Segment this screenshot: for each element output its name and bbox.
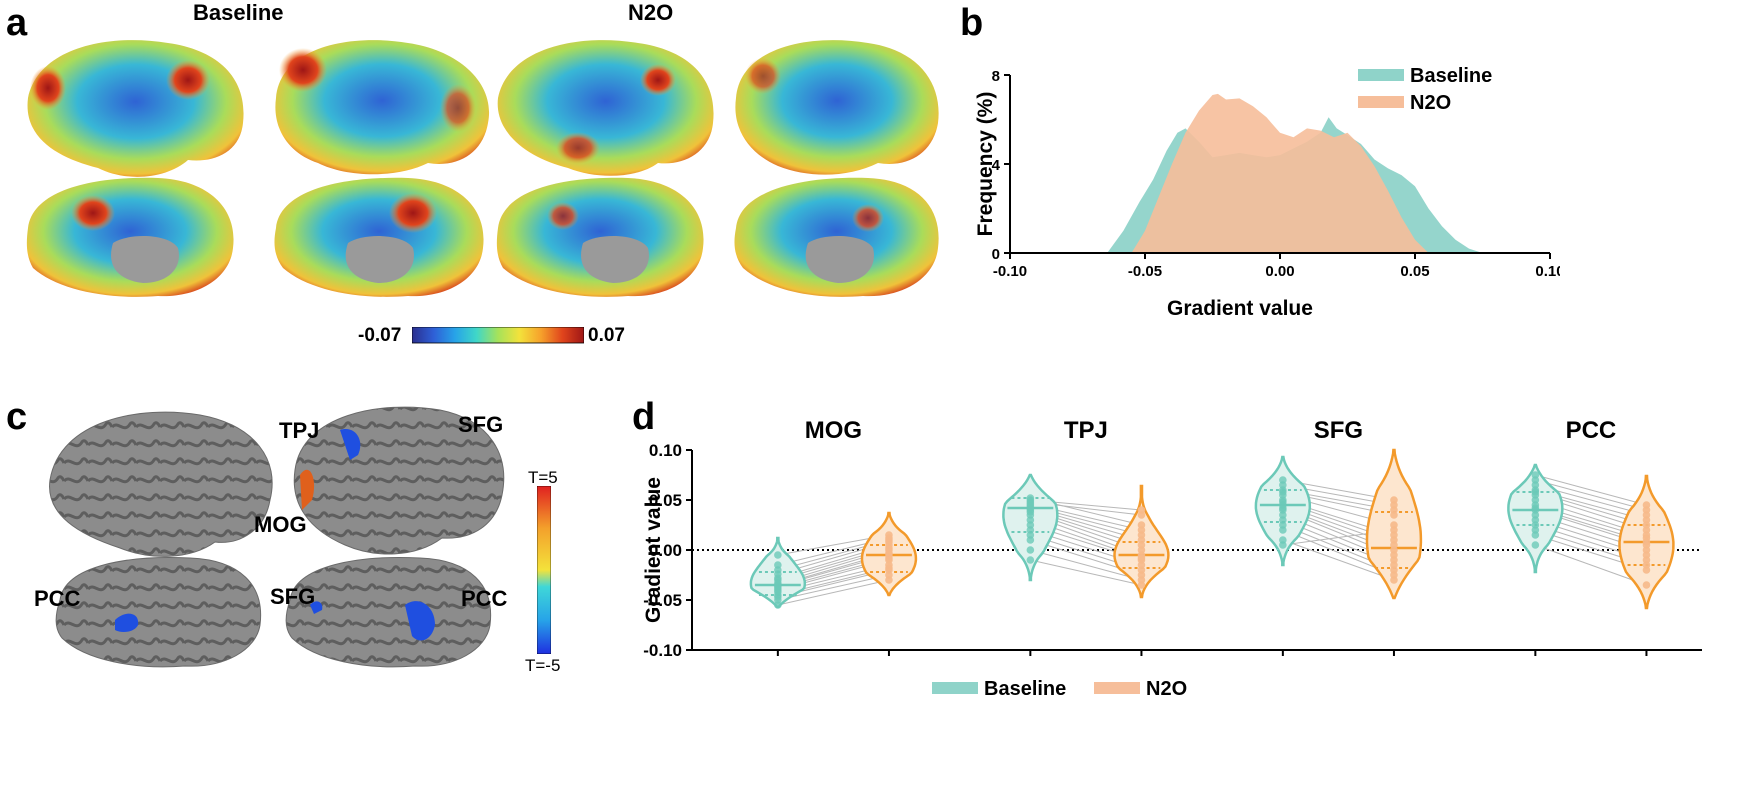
panel-label-d: d [632,396,656,438]
tpj-baseline-point [1026,556,1035,564]
chart-b: -0.10 -0.05 0.00 0.05 0.10 0 4 8 Gradient value F… [974,65,1560,320]
pair-line-sfg [1282,539,1395,581]
legend-swatch-baseline [1358,69,1404,81]
sfg-cluster-right [310,601,323,614]
lateral-brain-3 [497,40,714,176]
category-title-mog: MOG [805,417,862,444]
lateral-brain-4 [735,40,939,175]
x-tick-label: 0.05 [1400,263,1429,280]
tpj-n2o-point [1137,581,1146,589]
panel-label-c: c [6,396,28,438]
pair-line-pcc [1535,479,1647,511]
colorbar-c-min-label: T=-5 [525,656,561,675]
tpj-n2o-point [1137,511,1146,519]
medial-surface-left [55,557,262,668]
medial-brain-3 [496,177,704,297]
panel-label-b: b [960,2,984,44]
category-title-tpj: TPJ [1064,417,1108,444]
pair-line-pcc [1535,474,1647,506]
sfg-n2o-point [1390,526,1398,534]
panel-a-title-n2o: N2O [628,0,674,25]
y-tick-label: 0.05 [649,491,682,510]
y-axis-title: Frequency (%) [974,92,997,237]
pair-line-pcc [1535,544,1647,586]
tpj-baseline-point [1026,494,1035,502]
colorbar-a-max-label: 0.07 [588,325,625,346]
region-label-pcc-right: PCC [461,586,508,611]
y-tick-label: 0.10 [649,441,682,460]
panel-label-a: a [6,2,28,44]
mog-baseline-point [774,561,782,569]
pcc-n2o-point [1642,566,1651,574]
lateral-brain-1 [27,40,244,177]
legend-swatch-n2o [1358,96,1404,108]
region-label-sfg-medial: SFG [270,584,316,609]
x-tick-label: -0.10 [993,263,1027,280]
colorbar-a [412,327,584,344]
pcc-cluster-right [405,601,435,641]
colorbar-c-max-label: T=5 [528,468,558,487]
medial-brain-1 [26,177,234,297]
y-tick-label: 0 [992,246,1000,263]
pcc-baseline-point [1531,531,1540,539]
colorbar-a-min-label: -0.07 [358,325,402,346]
region-label-mog: MOG [254,512,307,537]
density-area-n2o [1131,93,1429,254]
lateral-brain-2 [275,40,490,175]
region-label-pcc-left: PCC [34,586,81,611]
y-tick-label: 8 [992,68,1000,85]
y-axis-title: Gradient value [642,477,665,623]
mog-n2o-point [885,531,893,539]
x-tick-label: 0.00 [1265,263,1294,280]
pcc-baseline-point [1531,541,1540,549]
pcc-cluster-left [115,613,139,633]
y-tick-label: 0.00 [649,541,682,560]
legend-swatch-baseline [932,682,978,694]
pcc-n2o-point [1642,581,1651,589]
legend-swatch-n2o [1094,682,1140,694]
x-tick-label: 0.10 [1535,263,1560,280]
category-title-pcc: PCC [1566,417,1617,444]
x-axis-title: Gradient value [1167,297,1313,320]
pair-line-tpj [1030,559,1142,586]
panel-a-brain-maps [26,40,939,297]
legend-label-n2o: N2O [1410,92,1451,114]
y-tick-label: 4 [992,157,1001,174]
medial-surface-right [285,557,492,668]
y-tick-label: -0.10 [643,641,682,660]
region-label-tpj: TPJ [279,418,320,443]
mog-cluster [300,469,315,510]
y-tick-label: -0.05 [643,591,682,610]
legend-label-n2o: N2O [1146,678,1187,700]
tpj-baseline-point [1026,546,1035,554]
lateral-surface-left [49,411,273,557]
pair-line-mog [777,579,890,606]
panel-a-title-baseline: Baseline [193,0,284,25]
sfg-baseline-point [1279,526,1287,534]
legend-label-baseline: Baseline [1410,65,1492,87]
panel-c-brain-surfaces [49,406,505,668]
tpj-cluster [340,429,361,460]
tpj-baseline-point [1026,536,1035,544]
chart-d: MOG TPJ SFG PCC 0.10 0.05 0.00 -0.05 -0.10 Gradie… [642,417,1702,700]
mog-baseline-point [774,551,782,559]
x-tick-label: -0.05 [1128,263,1162,280]
pair-line-tpj [1030,549,1142,581]
medial-brain-4 [734,177,939,297]
sfg-n2o-point [1390,576,1398,584]
sfg-baseline-point [1279,541,1287,549]
legend-label-baseline: Baseline [984,678,1066,700]
colorbar-c [537,486,551,654]
sfg-n2o-point [1390,511,1398,519]
category-title-sfg: SFG [1314,417,1363,444]
medial-brain-2 [274,177,484,297]
region-label-sfg-lateral: SFG [458,412,504,437]
